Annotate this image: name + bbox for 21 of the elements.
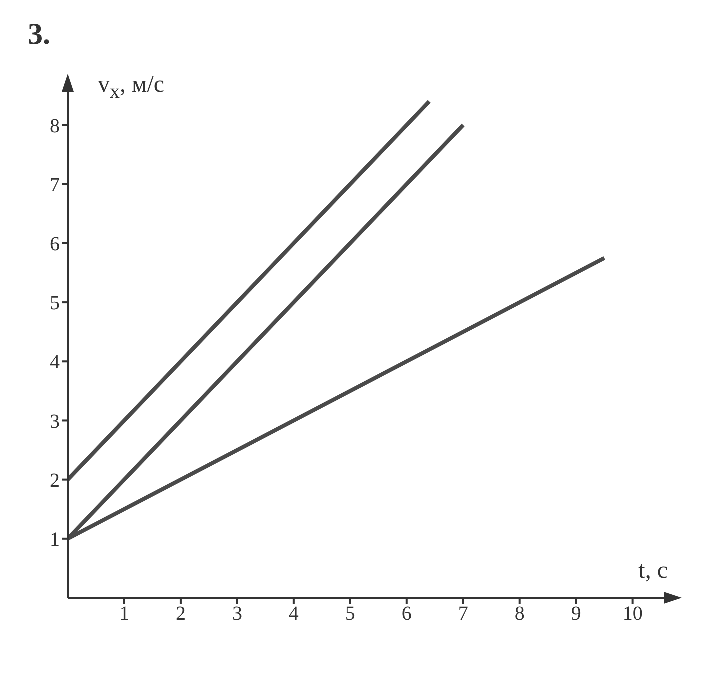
x-axis-title: t, с: [638, 558, 668, 585]
x-tick-label: 6: [402, 603, 412, 626]
x-tick-label: 9: [571, 603, 582, 626]
text: 3.: [28, 18, 50, 52]
y-tick-label: 2: [50, 470, 60, 492]
y-tick-label: 4: [50, 352, 60, 374]
y-tick-label: 7: [50, 174, 60, 196]
x-tick-label: 3: [232, 603, 242, 626]
y-tick-label: 8: [50, 115, 60, 138]
x-tick-label: 4: [288, 603, 299, 626]
y-tick-label: 5: [50, 292, 60, 315]
y-axis-title: v$_{x}$, м/с: [98, 72, 165, 104]
x-tick-label: 1: [119, 603, 130, 626]
x-tick-label: 10: [622, 603, 643, 626]
x-tick-label: 7: [458, 603, 468, 626]
y-tick-label: 6: [50, 234, 60, 256]
x-tick-label: 8: [514, 603, 525, 626]
y-tick-label: 1: [50, 529, 60, 552]
y-tick-label: 3: [50, 410, 60, 433]
x-tick-label: 2: [176, 603, 186, 626]
x-tick-label: 5: [345, 603, 356, 626]
